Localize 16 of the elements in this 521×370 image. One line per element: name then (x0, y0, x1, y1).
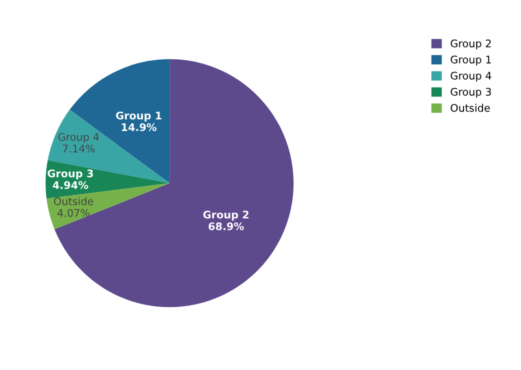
legend-label: Group 2 (450, 39, 491, 50)
data-label: 4.94% (52, 181, 88, 190)
legend-label: Outside (450, 104, 490, 112)
slice-label: Group 1 (116, 112, 162, 122)
data-label: 7.14% (62, 144, 95, 152)
legend-label: Group 1 (450, 56, 491, 66)
legend-label: Group 3 (450, 88, 491, 98)
data-label: 68.9% (208, 222, 244, 230)
data-label: 4.07% (58, 208, 90, 217)
slice-label: Group 4 (58, 132, 99, 143)
pie-slice (46, 183, 170, 230)
legend-label: Group 4 (450, 72, 492, 82)
data-label: 14.9% (122, 123, 157, 132)
slice-label: Outside (54, 197, 94, 206)
slice-label: Group 3 (48, 169, 93, 180)
slice-label: Group 2 (203, 210, 248, 221)
